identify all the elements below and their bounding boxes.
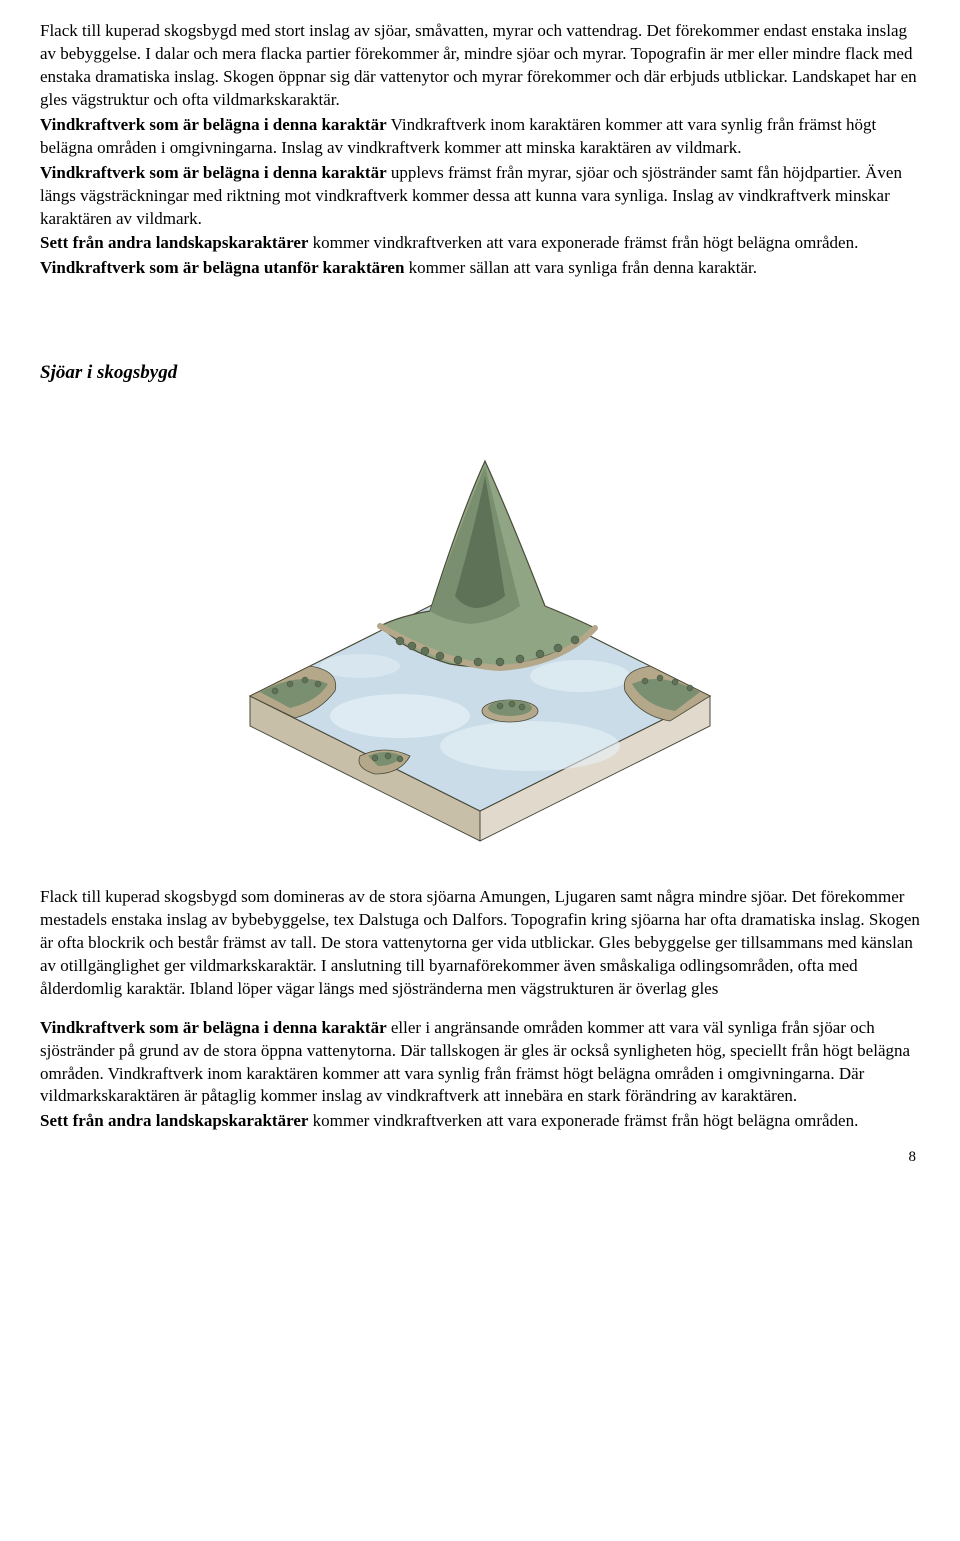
paragraph-rest: kommer sällan att vara synliga från denn… <box>404 258 757 277</box>
section1-paragraph-3: Vindkraftverk som är belägna i denna kar… <box>40 162 920 231</box>
section-1: Flack till kuperad skogsbygd med stort i… <box>40 20 920 280</box>
landscape-illustration-icon <box>200 416 760 846</box>
bold-lead-in: Vindkraftverk som är belägna utanför kar… <box>40 258 404 277</box>
bold-lead-in: Vindkraftverk som är belägna i denna kar… <box>40 1018 387 1037</box>
bold-lead-in: Vindkraftverk som är belägna i denna kar… <box>40 163 387 182</box>
section1-paragraph-intro: Flack till kuperad skogsbygd med stort i… <box>40 20 920 112</box>
section1-paragraph-4: Sett från andra landskapskaraktärer komm… <box>40 232 920 255</box>
page-number: 8 <box>40 1147 920 1167</box>
bold-lead-in: Vindkraftverk som är belägna i denna kar… <box>40 115 387 134</box>
paragraph-rest: kommer vindkraftverken att vara exponera… <box>308 1111 858 1130</box>
section2-heading: Sjöar i skogsbygd <box>40 360 920 386</box>
section2-paragraph-intro: Flack till kuperad skogsbygd som dominer… <box>40 886 920 1001</box>
section1-paragraph-2: Vindkraftverk som är belägna i denna kar… <box>40 114 920 160</box>
bold-lead-in: Sett från andra landskapskaraktärer <box>40 1111 308 1130</box>
section2-paragraph-3: Sett från andra landskapskaraktärer komm… <box>40 1110 920 1133</box>
section1-paragraph-5: Vindkraftverk som är belägna utanför kar… <box>40 257 920 280</box>
section-2: Sjöar i skogsbygd <box>40 360 920 1133</box>
illustration-container <box>40 416 920 846</box>
section2-paragraph-2: Vindkraftverk som är belägna i denna kar… <box>40 1017 920 1109</box>
paragraph-rest: kommer vindkraftverken att vara exponera… <box>308 233 858 252</box>
bold-lead-in: Sett från andra landskapskaraktärer <box>40 233 308 252</box>
